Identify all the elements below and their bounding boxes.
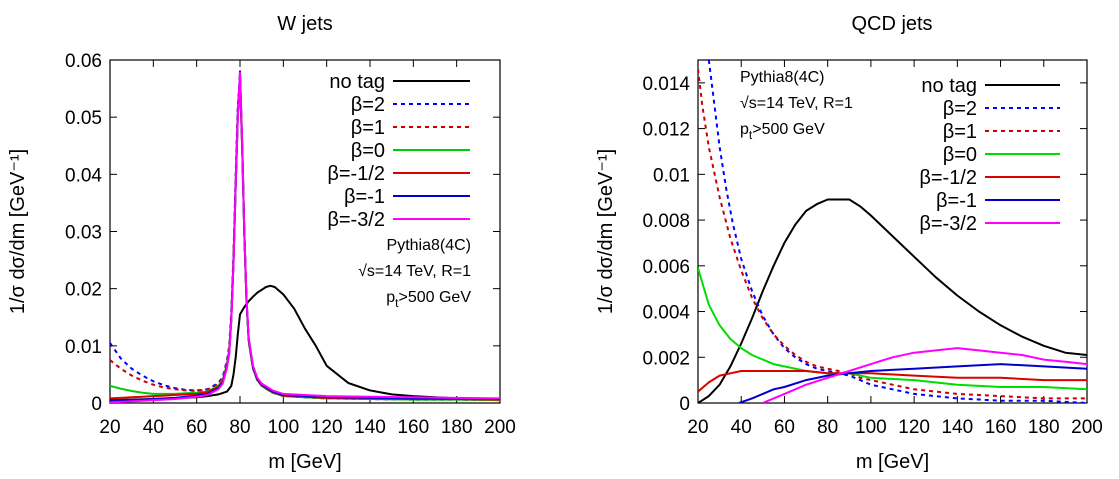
chart-panel-1: W jets 20 40 60 80 100 120 140 160 180 200 0 0.01 0.0… [7, 13, 516, 473]
annotation-line: pt>500 GeV [386, 289, 471, 310]
y-tick-label: 0 [679, 394, 690, 415]
legend-label: β=1 [351, 117, 385, 139]
x-tick-label: 60 [186, 417, 207, 438]
x-tick-label: 180 [1028, 417, 1060, 438]
y-tick-label: 0.006 [642, 257, 690, 278]
legend-label: β=2 [351, 94, 385, 116]
x-tick-label: 200 [484, 417, 516, 438]
y-tick-label: 0.03 [65, 223, 102, 244]
x-tick-label: 120 [311, 417, 343, 438]
plot-frame [697, 59, 1088, 404]
y-tick-label: 0.014 [642, 74, 690, 95]
annotation-line: √s=14 TeV, R=1 [358, 263, 471, 280]
series-line-1 [698, 198, 1087, 403]
x-tick-label: 200 [1071, 417, 1103, 438]
series-line-4 [698, 267, 1087, 391]
y-axis-label: 1/σ dσ/dm [GeV⁻¹] [7, 149, 29, 314]
legend-label: β=1 [943, 121, 977, 143]
chart-title: QCD jets [851, 13, 932, 35]
annotation-line: Pythia8(4C) [387, 237, 471, 254]
legend-label: no tag [921, 75, 977, 97]
y-tick-label: 0.012 [642, 120, 690, 141]
x-tick-label: 60 [774, 417, 795, 438]
y-tick-label: 0.06 [65, 51, 102, 72]
x-tick-label: 40 [143, 417, 164, 438]
x-tick-label: 160 [985, 417, 1017, 438]
series-line-1 [110, 284, 500, 402]
x-tick-label: 80 [229, 417, 250, 438]
x-tick-label: 40 [731, 417, 752, 438]
legend-label: β=-3/2 [919, 213, 977, 235]
chart-title: W jets [277, 13, 333, 35]
legend-label: β=-1 [936, 190, 977, 212]
legend-label: no tag [329, 71, 385, 93]
x-tick-label: 120 [898, 417, 930, 438]
annotation-line: pt>500 GeV [740, 121, 825, 142]
x-tick-label: 80 [817, 417, 838, 438]
x-tick-label: 100 [855, 417, 887, 438]
series-line-7 [762, 347, 1087, 403]
x-axis-label: m [GeV] [268, 451, 341, 473]
plot-frame [109, 59, 501, 404]
chart-panel-2: QCD jets 20 40 60 80 100 120 140 160 180 200 0 0.002… [595, 13, 1103, 473]
annotation-line: Pythia8(4C) [740, 69, 824, 86]
x-tick-label: 140 [354, 417, 386, 438]
x-tick-label: 140 [941, 417, 973, 438]
y-tick-label: 0.004 [642, 303, 690, 324]
x-tick-label: 100 [267, 417, 299, 438]
series-line-7 [110, 71, 500, 403]
series-group [110, 70, 500, 403]
x-tick-label: 20 [687, 417, 708, 438]
legend-label: β=-1 [344, 186, 385, 208]
legend-label: β=0 [943, 144, 977, 166]
annotation-line: √s=14 TeV, R=1 [740, 95, 853, 112]
y-axis-label: 1/σ dσ/dm [GeV⁻¹] [595, 149, 617, 314]
legend-label: β=-1/2 [919, 167, 977, 189]
legend-label: β=-1/2 [327, 163, 385, 185]
x-tick-label: 20 [99, 417, 120, 438]
series-line-2 [707, 60, 1087, 403]
y-tick-label: 0.05 [65, 108, 102, 129]
y-tick-label: 0.02 [65, 280, 102, 301]
y-tick-label: 0.002 [642, 348, 690, 369]
x-tick-label: 160 [397, 417, 429, 438]
series-line-3 [698, 68, 1087, 400]
annotation: Pythia8(4C) √s=14 TeV, R=1 pt>500 GeV [358, 237, 471, 310]
x-tick-label: 180 [441, 417, 473, 438]
series-group [698, 60, 1087, 403]
y-tick-label: 0.01 [65, 337, 102, 358]
y-tick-label: 0.04 [65, 165, 102, 186]
legend-label: β=-3/2 [327, 209, 385, 231]
y-tick-label: 0.01 [653, 165, 690, 186]
y-tick-label: 0.008 [642, 211, 690, 232]
legend-label: β=0 [351, 140, 385, 162]
y-tick-label: 0 [91, 394, 102, 415]
series-line-5 [698, 370, 1087, 393]
x-axis-label: m [GeV] [856, 451, 929, 473]
annotation: Pythia8(4C) √s=14 TeV, R=1 pt>500 GeV [740, 69, 853, 142]
legend-label: β=2 [943, 98, 977, 120]
